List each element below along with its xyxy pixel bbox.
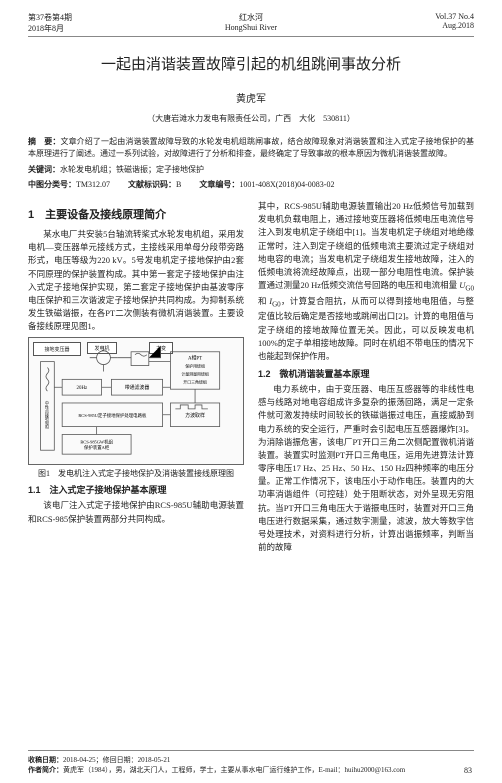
page-number: 83 (464, 766, 472, 775)
fig-label-h: 20Hz (77, 387, 88, 392)
abstract: 摘 要：文章介绍了一起由消谐装置故障导致的水轮发电机组跳闸事故，结合故障现象对消… (28, 136, 474, 160)
fig-label-f: 方波取样 (185, 412, 205, 419)
section-1-2-heading: 1.2 微机消谐装置基本原理 (258, 367, 474, 380)
figure-1-caption: 图1 发电机注入式定子接地保护及消谐装置接线原理图 (28, 468, 244, 479)
affiliation: （大唐岩滩水力发电有限责任公司，广西 大化 530811） (28, 113, 474, 124)
fig-label-g: RCS-985U定子接地保护处理电路板 (78, 412, 147, 419)
footer-auth: 黄虎军（1984），男，湖北天门人，工程师，学士，主要从事水电厂运行维护工作，E… (63, 766, 405, 774)
svg-text:保护装置A柜: 保护装置A柜 (84, 445, 110, 452)
svg-text:保护用绕组: 保护用绕组 (185, 364, 205, 369)
article-title: 一起由消谐装置故障引起的机组跳闸事故分析 (28, 53, 474, 74)
keywords-text: 水轮发电机组；铁磁谐振；定子接地保护 (60, 165, 204, 174)
header-date-cn: 2018年8月 (28, 23, 108, 34)
doc-code: 文献标识码：B (128, 179, 181, 190)
para-1: 某水电厂共安装5台轴流转桨式水轮发电机组，采用发电机—变压器单元接线方式，主接线… (28, 228, 244, 333)
footer-auth-label: 作者简介： (28, 766, 63, 774)
figure-1: 接地变压器 发电机 主变 A相PT 保护用绕组 计量测量用绕组 开口三角绕组 (28, 337, 244, 479)
svg-text:开口三角绕组: 开口三角绕组 (183, 380, 207, 385)
author: 黄虎军 (28, 90, 474, 105)
footer: 收稿日期：2018-04-25；修回日期：2018-05-21 作者简介：黄虎军… (28, 750, 474, 775)
header-date-en: Aug.2018 (394, 21, 474, 30)
para-4: 电力系统中，由于变压器、电压互感器等的非线性电感与线路对地电容组成许多复杂的振荡… (258, 383, 474, 554)
svg-text:计量测量用绕组: 计量测量用绕组 (181, 372, 209, 377)
abstract-label: 摘 要： (28, 137, 60, 146)
para-2: 该电厂注入式定子接地保护由RCS-985U辅助电源装置和RCS-985保护装置两… (28, 499, 244, 525)
header-journal-cn: 红水河 (108, 12, 394, 23)
abstract-text: 文章介绍了一起由消谐装置故障导致的水轮发电机组跳闸事故，结合故障现象对消谐装置和… (28, 137, 474, 158)
header-vol-en: Vol.37 No.4 (394, 12, 474, 21)
footer-recv: 2018-04-25；修回日期：2018-05-21 (63, 756, 170, 764)
article-no: 文章编号：1001-408X(2018)04-0083-02 (199, 179, 334, 190)
keywords: 关键词：水轮发电机组；铁磁谐振；定子接地保护 (28, 164, 474, 175)
fig-label-j: A相PT (188, 355, 202, 362)
keywords-label: 关键词： (28, 165, 60, 174)
svg-text:中性点接地电阻: 中性点接地电阻 (45, 401, 50, 430)
fig-label-e: 带通滤波器 (125, 385, 150, 392)
para-3: 其中，RCS-985U辅助电源装置输出20 Hz低频信号加载到发电机负载电阻上，… (258, 200, 474, 363)
header-journal-en: HongShui River (108, 23, 394, 32)
section-1-heading: 1 主要设备及接线原理简介 (28, 206, 244, 222)
footer-recv-label: 收稿日期： (28, 756, 63, 764)
section-1-1-heading: 1.1 注入式定子接地保护基本原理 (28, 483, 244, 496)
class-cn: 中图分类号：TM312.07 (28, 179, 110, 190)
header-vol-cn: 第37卷第4期 (28, 12, 108, 23)
